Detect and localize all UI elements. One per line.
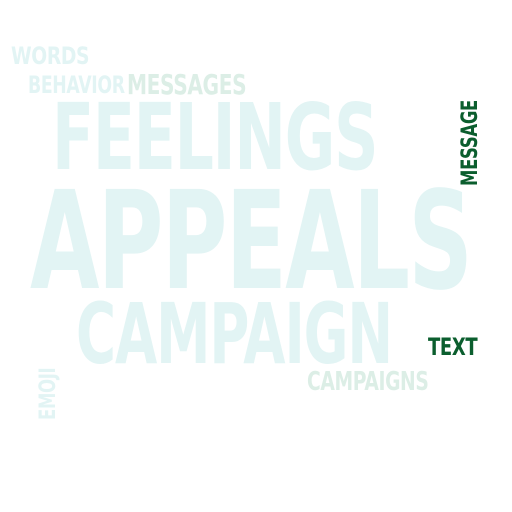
- word-words: WORDS: [11, 42, 90, 70]
- word-campaigns: CAMPAIGNS: [307, 367, 429, 397]
- word-appeals: APPEALS: [30, 163, 473, 321]
- word-behavior: BEHAVIOR: [28, 71, 125, 99]
- word-messages: MESSAGES: [127, 68, 247, 101]
- word-feelings: FEELINGS: [52, 84, 378, 191]
- word-emoji: EMOJI: [36, 367, 61, 420]
- word-text: TEXT: [428, 333, 478, 361]
- word-campaign: CAMPAIGN: [76, 285, 393, 383]
